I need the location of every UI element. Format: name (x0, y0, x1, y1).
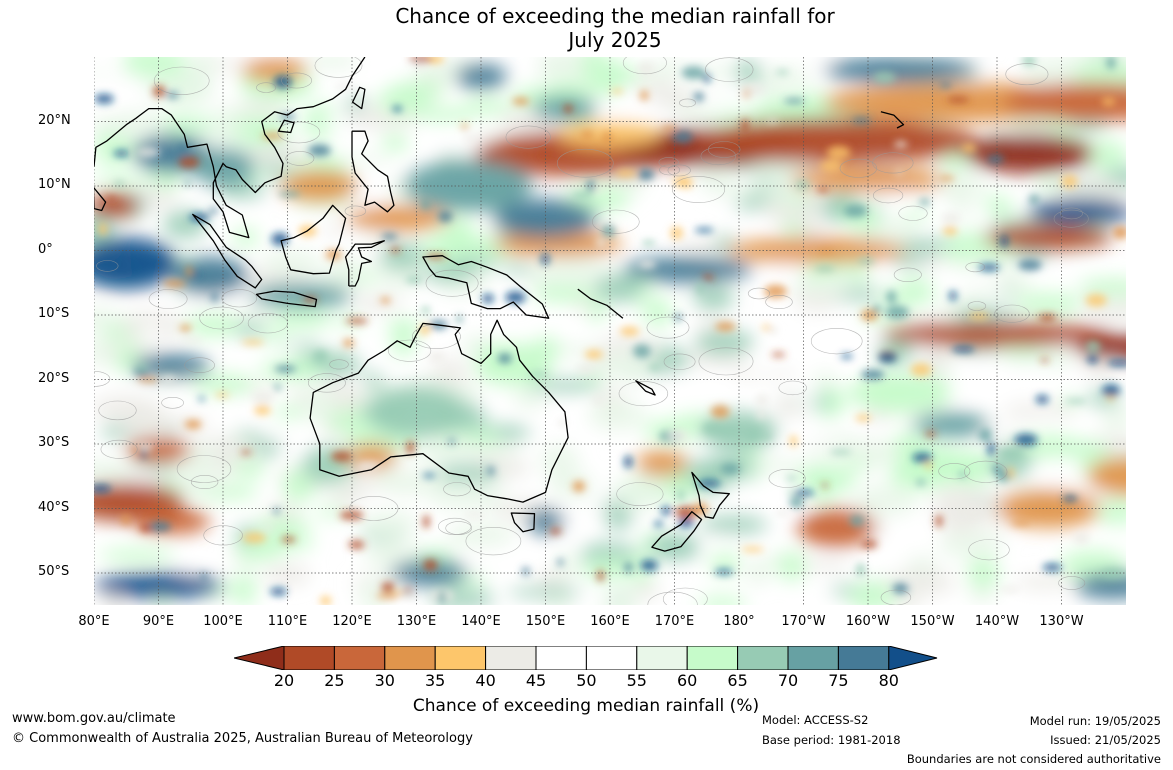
latitude-label: 0° (38, 241, 53, 257)
colorbar-tick-label: 70 (777, 671, 799, 690)
map-title-line2: July 2025 (568, 28, 662, 52)
colorbar-segment (535, 646, 587, 670)
rainfall-field (94, 57, 1126, 605)
colorbar-segment (585, 646, 638, 670)
rainfall-map-canvas (94, 57, 1126, 605)
colorbar-segment (333, 646, 386, 670)
colorbar-segment (434, 646, 487, 670)
rainfall-map (94, 57, 1126, 605)
nz-south-island-coastline (651, 511, 703, 552)
latitude-label: 30°S (38, 435, 70, 450)
longitude-label: 160°E (590, 614, 630, 629)
website-link[interactable]: www.bom.gov.au/climate (12, 711, 176, 726)
new-guinea-coastline (422, 255, 550, 319)
colorbar-tick-label: 25 (324, 671, 345, 690)
latitude-label: 40°S (38, 499, 70, 515)
longitude-label: 130°W (1039, 614, 1084, 629)
hainan-coastline (277, 119, 295, 134)
java-coastline (255, 290, 318, 308)
colorbar-tick-label: 20 (273, 671, 295, 690)
longitude-label: 160°W (845, 614, 891, 629)
longitude-label: 170°W (781, 614, 826, 629)
colorbar-tick-label: 55 (626, 671, 647, 690)
solomon-islands-coastline (577, 288, 624, 319)
latitude-label: 50°S (38, 564, 70, 579)
colorbar-segment (737, 646, 789, 670)
latitude-label: 10°N (38, 177, 71, 192)
sulawesi-coastline (344, 240, 385, 287)
colorbar-tick-label: 80 (878, 671, 899, 690)
map-gridlines (94, 57, 1126, 605)
longitude-label: 110°E (267, 614, 308, 629)
colorbar-tick-label: 60 (677, 671, 698, 690)
colorbar-segment (686, 646, 739, 670)
model-text: Model: ACCESS-S2 (762, 713, 869, 727)
colorbar-segment (283, 646, 335, 670)
colorbar-tick-label: 35 (425, 671, 446, 690)
philippines-coastline (351, 130, 395, 213)
australia-coastline (309, 319, 569, 503)
boundaries-note: Boundaries are not considered authoritat… (906, 752, 1161, 766)
colorbar-segment (384, 646, 436, 670)
colorbar-tick-label: 40 (475, 671, 496, 690)
asia-mainland-coastline (94, 57, 366, 239)
sri-lanka-coastline (94, 187, 107, 212)
longitude-label: 140°W (974, 614, 1020, 629)
colorbar-segment (837, 646, 890, 670)
colorbar-high-arrow (888, 646, 938, 670)
coastlines (94, 57, 905, 552)
colorbar-tick-label: 30 (374, 671, 395, 690)
sumatra-coastline (192, 213, 263, 289)
colorbar-tick-label: 65 (727, 671, 748, 690)
latitude-label: 20°S (38, 370, 70, 386)
borneo-coastline (280, 204, 347, 275)
longitude-label: 150°W (910, 614, 955, 629)
longitude-label: 170°E (654, 614, 695, 629)
colorbar-segment (485, 646, 537, 670)
colorbar-segment (636, 646, 688, 670)
longitude-label: 180° (723, 614, 755, 629)
longitude-label: 130°E (396, 614, 437, 629)
latitude-label: 20°N (38, 112, 71, 128)
colorbar-caption: Chance of exceeding median rainfall (%) (412, 696, 760, 716)
hawaii-coastline (880, 111, 905, 129)
tasmania-coastline (510, 512, 536, 533)
colorbar-tick-label: 45 (525, 671, 547, 690)
colorbar (234, 646, 938, 670)
colorbar-tick-label: 75 (828, 671, 849, 690)
nz-north-island-coastline (691, 471, 730, 519)
taiwan-coastline (351, 86, 366, 110)
longitude-label: 140°E (461, 614, 501, 629)
longitude-label: 80°E (78, 614, 110, 629)
map-title-line1: Chance of exceeding the median rainfall … (395, 4, 835, 28)
latitude-label: 10°S (38, 306, 70, 321)
longitude-label: 90°E (142, 614, 175, 629)
new-caledonia-coastline (635, 380, 656, 396)
longitude-label: 100°E (203, 614, 243, 629)
copyright-text: © Commonwealth of Australia 2025, Austra… (12, 731, 473, 746)
issued-text: Issued: 21/05/2025 (1050, 733, 1161, 747)
map-title: Chance of exceeding the median rainfall … (0, 4, 1173, 52)
model-run-text: Model run: 19/05/2025 (1029, 714, 1161, 728)
base-period-text: Base period: 1981-2018 (762, 733, 901, 747)
longitude-label: 150°E (525, 614, 566, 629)
colorbar-segment (787, 646, 839, 670)
colorbar-tick-label: 50 (576, 671, 597, 690)
longitude-label: 120°E (332, 614, 372, 629)
colorbar-low-arrow (234, 646, 285, 670)
